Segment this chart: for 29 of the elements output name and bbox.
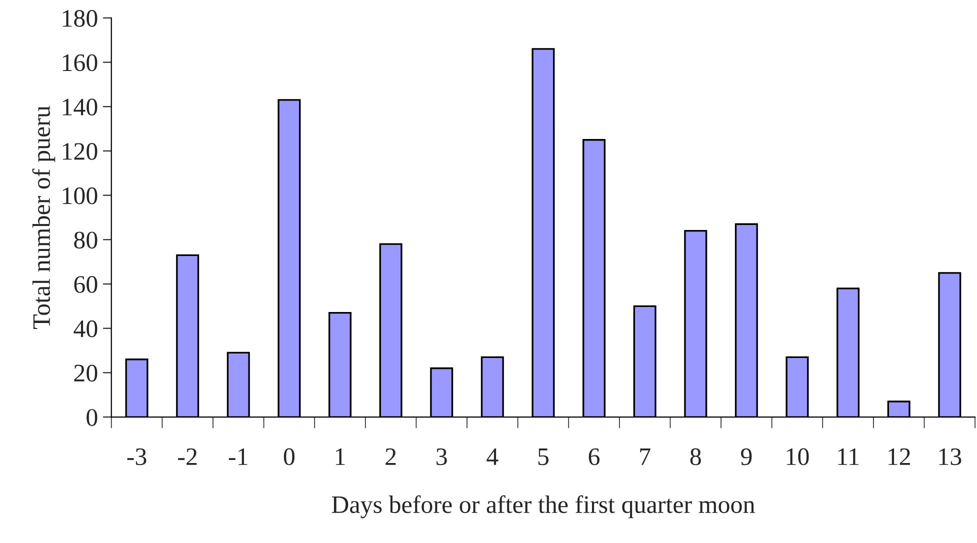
x-tick-label: 6 [588, 448, 600, 466]
x-tick-label: -2 [178, 448, 197, 465]
y-tick-label: 120 [62, 143, 98, 160]
x-tick-label: -3 [127, 448, 146, 466]
x-tick-label: 5 [538, 448, 548, 466]
y-tick-label: 60 [74, 276, 98, 293]
x-tick-label: 7 [640, 448, 650, 465]
x-tick-label: -1 [228, 448, 248, 465]
x-tick-label: 9 [740, 448, 752, 466]
y-tick-label: 140 [62, 98, 98, 116]
x-tick-label: 4 [486, 448, 498, 465]
y-tick-label: 0 [86, 409, 98, 426]
x-tick-label: 1 [336, 448, 345, 465]
y-tick-label: 20 [74, 364, 98, 382]
x-tick-label: 13 [939, 448, 962, 466]
x-tick-label: 8 [690, 448, 701, 466]
x-tick-label: 12 [888, 448, 910, 465]
x-tick-label: 10 [786, 448, 809, 466]
x-tick-label: 2 [386, 448, 396, 465]
y-tick-label: 40 [74, 320, 98, 338]
x-tick-label: 0 [284, 448, 294, 466]
y-axis-title: Total number of pueru [32, 106, 56, 329]
x-tick-label: 11 [838, 448, 859, 465]
y-tick-label: 180 [62, 10, 98, 27]
y-tick-label: 160 [62, 54, 98, 72]
y-tick-label: 80 [74, 232, 98, 249]
x-tick-label: 3 [436, 448, 447, 466]
x-axis-title: Days before or after the first quarter moon [332, 495, 755, 518]
y-tick-label: 100 [62, 187, 98, 204]
